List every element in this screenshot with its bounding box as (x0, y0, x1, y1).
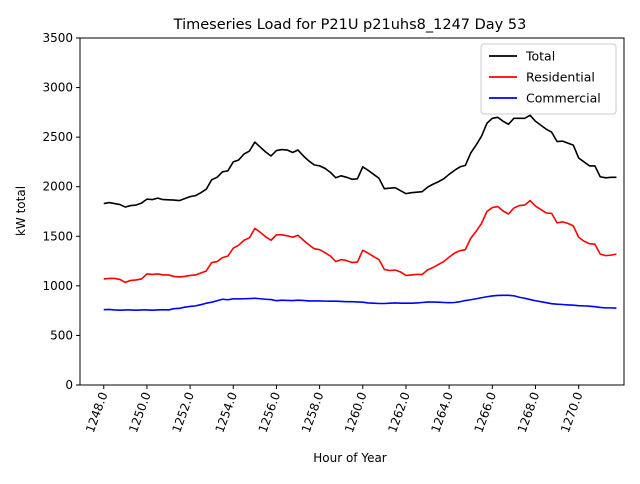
legend-box (480, 43, 617, 115)
legend: Total Residential Commercial (480, 43, 617, 115)
y-tick-label: 0 (65, 378, 73, 392)
y-tick-label: 1500 (42, 229, 73, 243)
y-axis: 0 500 1000 1500 2000 2500 3000 3500 (42, 31, 80, 392)
plot-frame (79, 37, 625, 386)
series-layer (103, 114, 617, 311)
series-line-residential (103, 199, 617, 284)
series-line-commercial (103, 294, 617, 311)
y-tick-label: 3000 (42, 81, 73, 95)
y-axis-label: kW total (14, 186, 28, 236)
chart-title: Timeseries Load for P21U p21uhs8_1247 Da… (173, 17, 527, 33)
legend-label-total: Total (525, 49, 555, 64)
legend-label-commercial: Commercial (526, 91, 601, 106)
series-line-total (103, 114, 617, 208)
y-tick-label: 2500 (42, 130, 73, 144)
y-tick-label: 500 (50, 328, 73, 342)
legend-label-residential: Residential (526, 70, 595, 85)
y-tick-label: 3500 (42, 31, 73, 45)
x-axis-label: Hour of Year (313, 451, 387, 465)
y-tick-label: 1000 (42, 279, 73, 293)
y-tick-label: 2000 (42, 180, 73, 194)
